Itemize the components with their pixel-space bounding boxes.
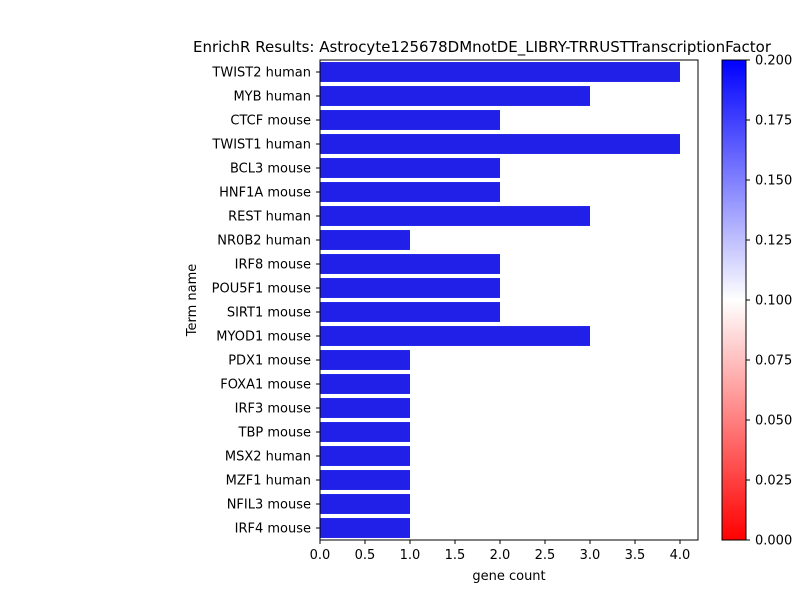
bar (320, 62, 680, 82)
x-tick-label: 4.0 (670, 548, 691, 563)
y-tick-label: FOXA1 mouse (220, 378, 311, 393)
y-tick-label: TWIST2 human (211, 66, 311, 81)
plot-frame (319, 59, 699, 541)
colorbar-tick-label: 0.150 (755, 174, 792, 189)
colorbar-tick-label: 0.075 (755, 354, 792, 369)
y-tick-label: SIRT1 mouse (227, 306, 311, 321)
colorbar-ticks-group: 0.000 0.025 0.050 0.075 0.100 0.125 0.150 0.175… (746, 54, 792, 549)
bar (320, 182, 500, 202)
bar (320, 326, 590, 346)
bar (320, 86, 590, 106)
chart-title: EnrichR Results: Astrocyte125678DMnotDE_… (193, 38, 772, 57)
bar (320, 110, 500, 130)
colorbar-tick-label: 0.125 (755, 234, 792, 249)
bar (320, 278, 500, 298)
bars-group (320, 62, 680, 538)
x-tick-label: 2.5 (535, 548, 556, 563)
y-ticks-group: TWIST2 human MYB human CTCF mouse TWIST1 hu… (211, 66, 320, 537)
colorbar-tick-label: 0.100 (755, 294, 792, 309)
bar (320, 302, 500, 322)
bar (320, 494, 410, 514)
y-tick-label: MZF1 human (226, 474, 311, 489)
bar (320, 254, 500, 274)
x-tick-label: 3.5 (625, 548, 646, 563)
y-tick-label: CTCF mouse (230, 114, 311, 129)
bar (320, 518, 410, 538)
y-tick-label: MYOD1 mouse (216, 330, 311, 345)
bar (320, 374, 410, 394)
colorbar-tick-label: 0.050 (755, 414, 792, 429)
colorbar-tick-label: 0.175 (755, 114, 792, 129)
bar (320, 230, 410, 250)
y-tick-label: IRF8 mouse (235, 258, 311, 273)
x-tick-label: 0.5 (355, 548, 376, 563)
bar (320, 134, 680, 154)
bar (320, 350, 410, 370)
y-tick-label: TBP mouse (238, 426, 311, 441)
y-tick-label: IRF4 mouse (235, 522, 311, 537)
colorbar (721, 59, 747, 541)
x-tick-label: 3.0 (580, 548, 601, 563)
x-ticks-group: 0.0 0.5 1.0 1.5 2.0 2.5 3.0 3.5 4.0 (310, 540, 691, 563)
x-tick-label: 2.0 (490, 548, 511, 563)
y-tick-label: POU5F1 mouse (212, 282, 311, 297)
x-tick-label: 1.0 (400, 548, 421, 563)
y-tick-label: MSX2 human (225, 450, 311, 465)
bar (320, 446, 410, 466)
bar (320, 206, 590, 226)
y-axis-label: Term name (185, 264, 200, 338)
y-tick-label: NR0B2 human (217, 234, 311, 249)
y-tick-label: HNF1A mouse (219, 186, 311, 201)
colorbar-tick-label: 0.025 (755, 474, 792, 489)
y-tick-label: MYB human (233, 90, 311, 105)
y-tick-label: BCL3 mouse (230, 162, 311, 177)
x-tick-label: 1.5 (445, 548, 466, 563)
bar (320, 470, 410, 490)
x-axis-label: gene count (472, 569, 545, 584)
bar (320, 158, 500, 178)
y-tick-label: PDX1 mouse (228, 354, 311, 369)
x-tick-label: 0.0 (310, 548, 331, 563)
colorbar-tick-label: 0.200 (755, 54, 792, 69)
colorbar-tick-label: 0.000 (755, 534, 792, 549)
y-tick-label: NFIL3 mouse (227, 498, 311, 513)
y-tick-label: REST human (228, 210, 311, 225)
bar (320, 398, 410, 418)
bar (320, 422, 410, 442)
y-tick-label: IRF3 mouse (235, 402, 311, 417)
y-tick-label: TWIST1 human (211, 138, 311, 153)
